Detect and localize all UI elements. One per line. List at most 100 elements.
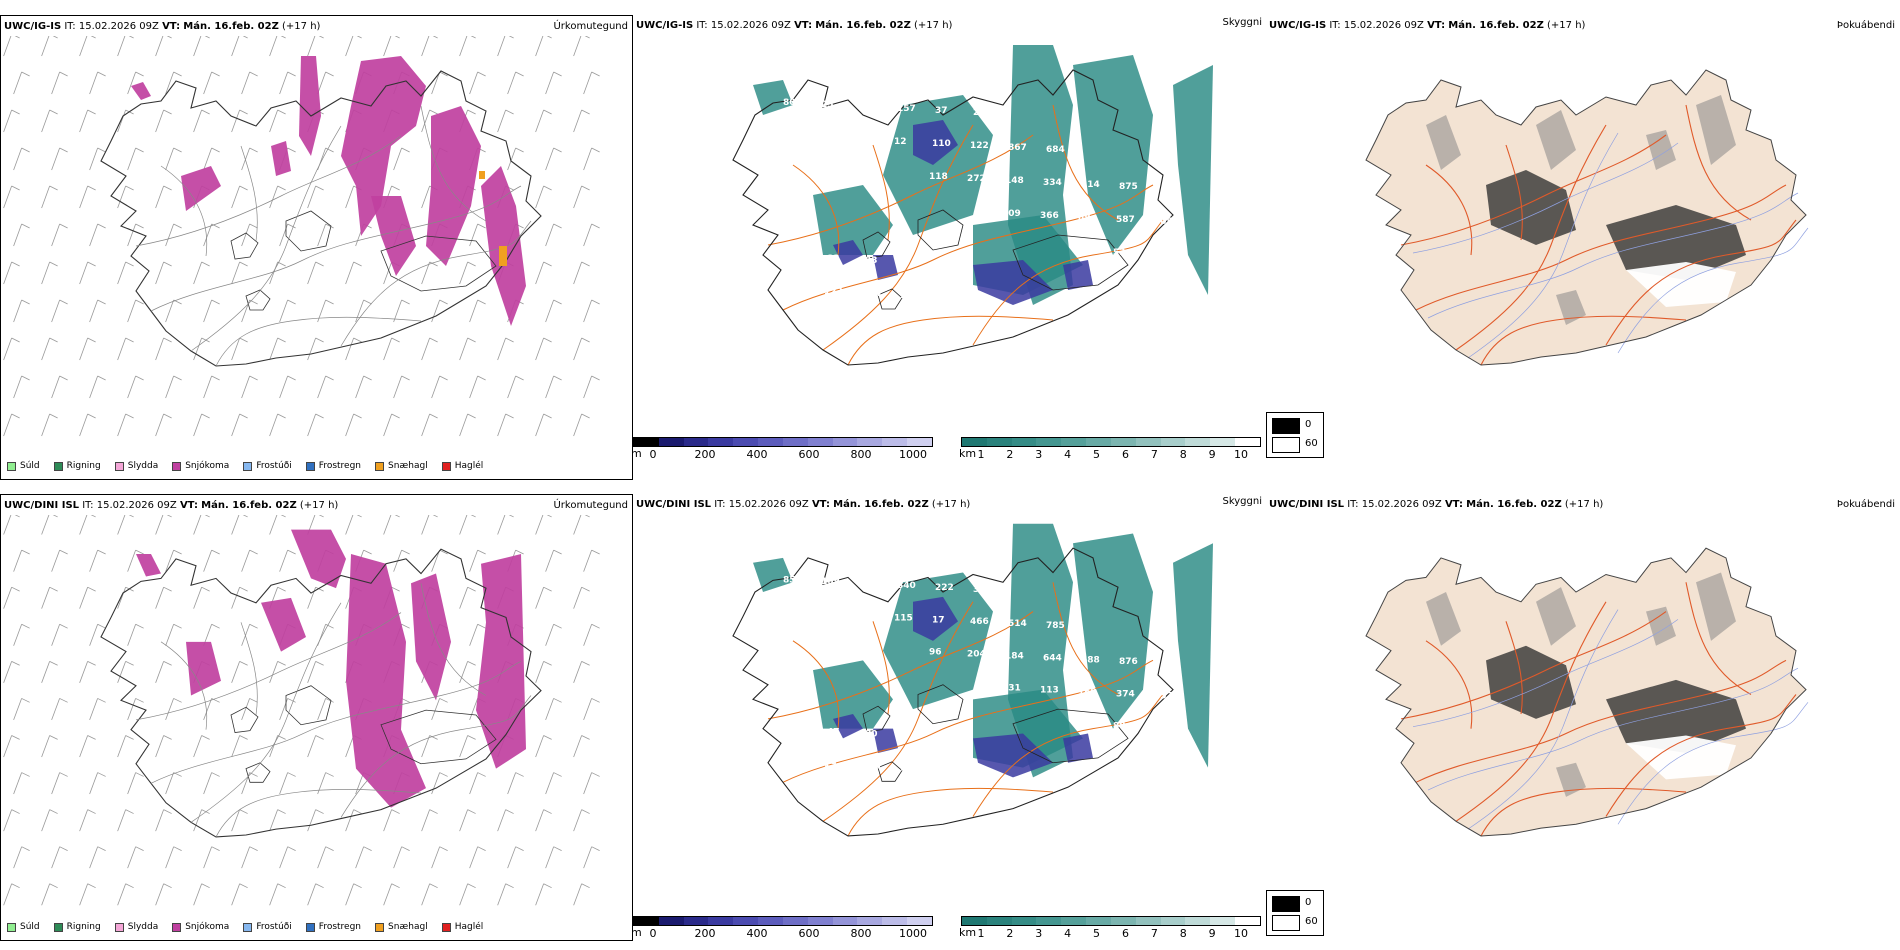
cloud-base-label: 222: [935, 583, 954, 593]
cloud-base-label: 13: [859, 579, 872, 589]
precip-legend-swatch: [114, 461, 124, 471]
model-name: UWC/IG-IS: [1269, 20, 1327, 31]
precip-legend-item: Frostregn: [305, 461, 362, 471]
precip-legend-swatch: [7, 461, 16, 471]
cloud-base-label: 644: [1043, 653, 1062, 663]
precip-legend: Súld Rigning Slydda Snjókoma Frostúði Frostre…: [7, 922, 483, 932]
vt-label: VT:: [1444, 499, 1463, 510]
panel-title: Þokuábendi: [1836, 20, 1895, 31]
precip-legend-item: Rigning: [53, 461, 101, 471]
colorbar-tick-label: 0: [649, 927, 657, 940]
cloud-base-label: 17: [932, 615, 945, 625]
colorbar-swatch: [1061, 438, 1087, 446]
precip-legend-swatch: [305, 922, 315, 932]
precip-legend-label: Frostregn: [318, 461, 362, 471]
colorbar-unit: m: [631, 447, 642, 460]
colorbar-tick-label: 3: [1035, 927, 1043, 940]
cloud-base-label: 80: [865, 730, 878, 740]
panel-header: UWC/IG-IS IT: 15.02.2026 09Z VT: Mán. 16…: [1269, 20, 1585, 31]
cloud-base-label: 86: [1075, 720, 1088, 730]
colorbar-swatch: [1036, 917, 1062, 925]
colorbar-swatch: [758, 438, 783, 446]
precip-legend-item: Frostregn: [305, 922, 361, 932]
cloud-base-label: 331: [1002, 684, 1021, 694]
cloudbase-colorbar: 0 200 400 600 800 1000 m: [631, 437, 933, 461]
colorbar-tick-label: 8: [1179, 927, 1187, 940]
precip-legend-label: Haglél: [454, 922, 484, 932]
precip-legend-label: Snjókoma: [185, 922, 230, 932]
colorbar-swatch: [986, 917, 1012, 925]
colorbar-tick-label: 600: [798, 448, 820, 461]
colorbar-tick-label: 200: [694, 927, 716, 940]
cloud-base-label: 14: [900, 291, 913, 301]
vt-value: Mán. 16.feb. 02Z: [1466, 499, 1562, 510]
it-value: 15.02.2026 09Z: [1361, 499, 1442, 510]
cloud-base-label: 83: [827, 254, 840, 264]
cloud-base-label: 12: [894, 137, 907, 147]
visibility-colorbar: 1 2 3 4 5 6 7 8 9 10 km: [959, 916, 1261, 940]
panel-title: Þokuábendi: [1836, 499, 1895, 510]
colorbar-swatch: [882, 917, 908, 925]
cloud-base-label: 122: [824, 287, 843, 297]
cloud-base-label: 157: [897, 104, 916, 114]
cloud-base-label: 169: [1078, 688, 1097, 698]
fog-legend-high-label: 0: [1305, 419, 1312, 430]
colorbar-tick-label: 9: [1208, 448, 1216, 461]
precip-legend-item: Slydda: [114, 461, 159, 471]
cloud-base-label: 110: [932, 139, 951, 149]
cloudbase-colorbar: 0 200 400 600 800 1000 m: [631, 916, 933, 940]
it-label: IT:: [64, 21, 76, 32]
precip-legend-label: Slydda: [127, 461, 159, 471]
precip-legend-label: Snæhagl: [388, 922, 428, 932]
precip-legend-swatch: [172, 922, 182, 932]
fog-legend-low-swatch: [1272, 915, 1300, 931]
colorbar-swatch: [1061, 917, 1087, 925]
precip-type-map: [3, 36, 600, 437]
lead-time: (+17 h): [299, 500, 339, 511]
precip-legend-swatch: [53, 922, 63, 932]
cloud-base-label: 19: [824, 760, 837, 770]
colorbar-strip: [633, 437, 933, 447]
vt-label: VT:: [162, 21, 181, 32]
precip-legend-item: Frostúði: [243, 461, 292, 471]
colorbar-swatch: [1011, 917, 1037, 925]
cloud-base-label: 109: [1002, 209, 1021, 219]
precip-legend-swatch: [441, 922, 451, 932]
cloud-base-label: 466: [970, 617, 989, 627]
cloud-base-label: 181: [1148, 283, 1167, 293]
colorbar-tick-label: 6: [1121, 927, 1129, 940]
colorbar-swatch: [1135, 438, 1161, 446]
visibility-map: 858 336 96 331 86 108 109 115 204 113 88 27 13 17 184 1…: [732, 523, 1213, 837]
precip-legend-item: Snjókoma: [172, 461, 229, 471]
colorbar-swatch: [782, 917, 808, 925]
colorbar-strip: [633, 916, 933, 926]
colorbar-swatch: [733, 917, 759, 925]
precip-legend-swatch: [53, 461, 63, 471]
colorbar-tick-label: 7: [1150, 448, 1158, 461]
precip-legend-label: Súld: [20, 461, 40, 471]
vt-value: Mán. 16.feb. 02Z: [833, 499, 929, 510]
precip-legend-swatch: [243, 922, 253, 932]
precip-legend-item: Slydda: [114, 922, 158, 932]
precip-legend-item: Haglél: [441, 922, 484, 932]
colorbar-tick-label: 10: [1234, 448, 1248, 461]
cloud-base-label: 109: [821, 577, 840, 587]
cloud-base-label: 114: [1081, 180, 1100, 190]
colorbar-swatch: [634, 438, 659, 446]
cloud-base-label: 176: [1075, 246, 1094, 256]
colorbar-tick-label: 4: [1064, 448, 1072, 461]
colorbar-tick-label: 1000: [899, 448, 927, 461]
cloud-base-label: 514: [1008, 619, 1027, 629]
colorbar-swatch: [782, 438, 808, 446]
fog-legend-high-swatch: [1272, 418, 1300, 434]
cloud-base-label: 25: [821, 100, 834, 110]
colorbar-tick-label: 1: [977, 927, 985, 940]
cloud-base-label: 53: [1113, 248, 1126, 258]
precip-legend-item: Rigning: [53, 922, 101, 932]
lead-time: (+17 h): [1564, 499, 1604, 510]
colorbar-swatch: [807, 917, 833, 925]
cloud-base-label: 305: [1154, 217, 1173, 227]
cloud-base-label: 334: [1043, 178, 1062, 188]
cloud-base-label: 118: [929, 172, 948, 182]
colorbar-tick-label: 1: [977, 448, 985, 461]
